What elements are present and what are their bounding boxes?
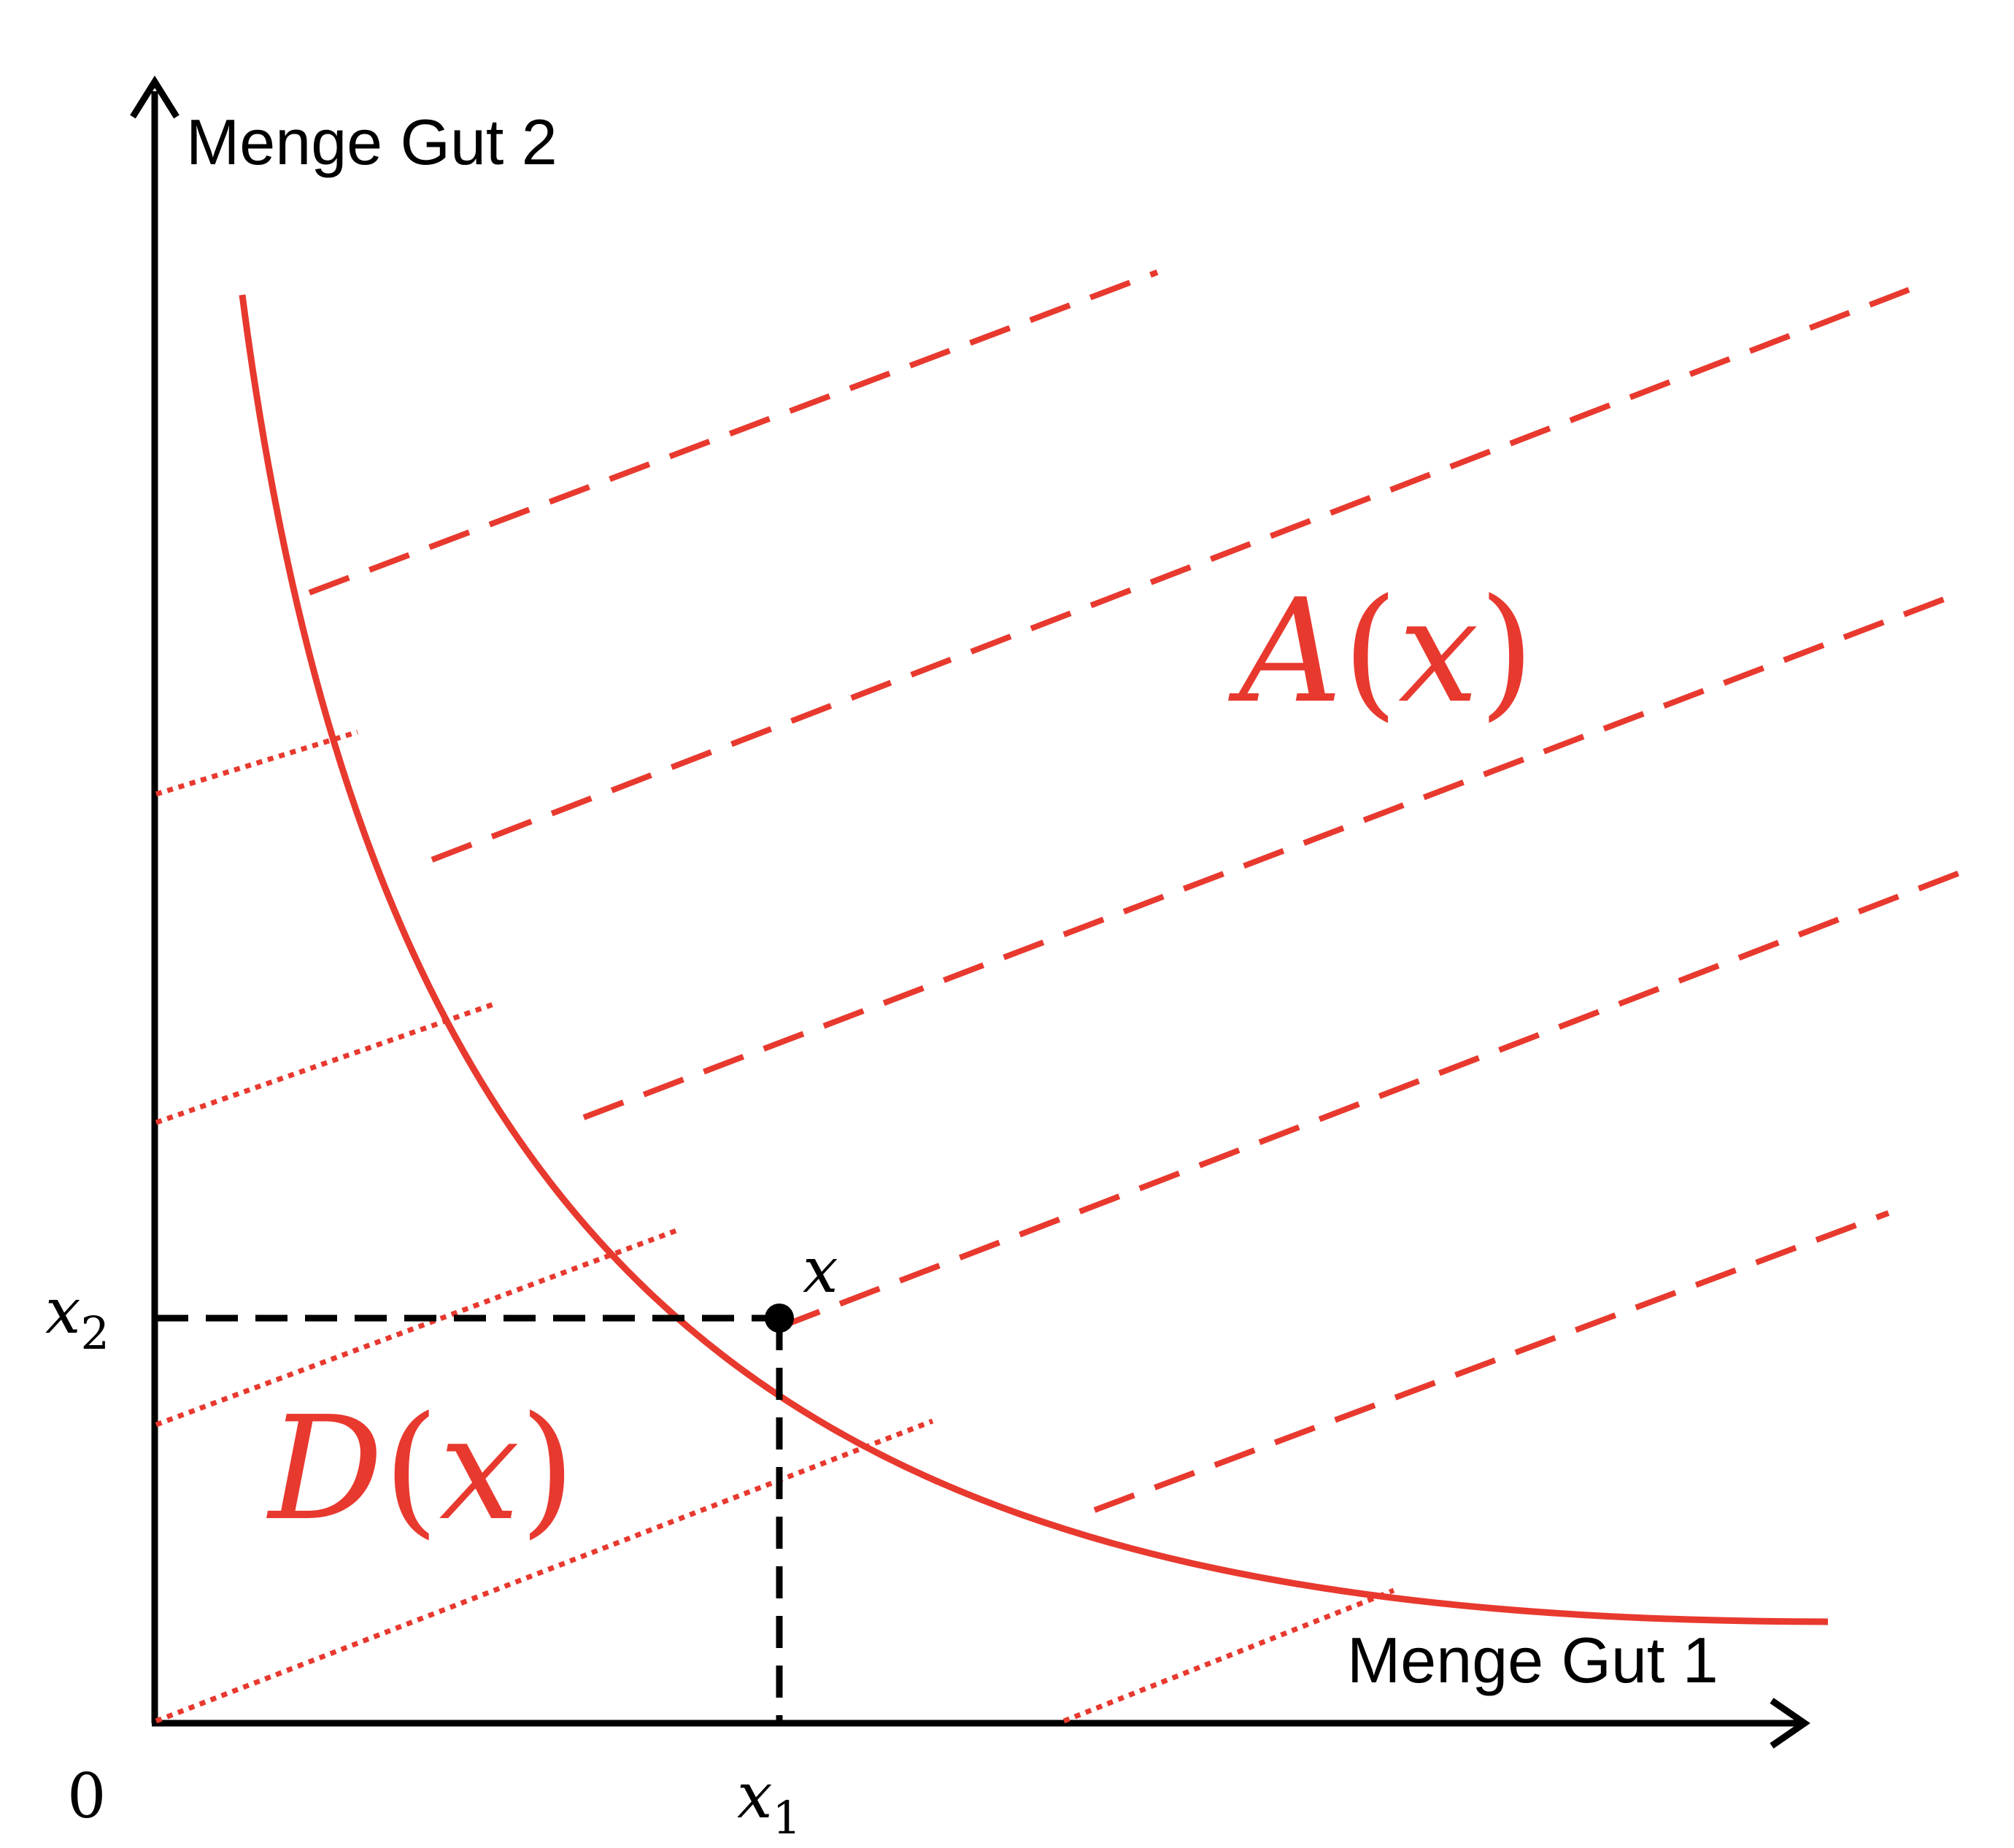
dashed-line-1: [308, 269, 1159, 596]
dashed-line-5: [1093, 1210, 1890, 1513]
y-axis-arrowhead: [130, 75, 180, 119]
x1-base: x: [737, 1760, 773, 1833]
lower-set-arg: x: [439, 1386, 520, 1552]
dashed-line-4: [779, 869, 1963, 1330]
x2-base: x: [45, 1275, 81, 1348]
upper-set-arg: x: [1398, 569, 1479, 735]
x2-tick-label: x2: [45, 1275, 109, 1360]
y-axis-label: Menge Gut 2: [186, 106, 557, 178]
lower-paren-open: (: [383, 1386, 439, 1552]
point-label: x: [803, 1234, 838, 1307]
indifference-curve: [239, 294, 1829, 1625]
lower-set-base: D: [266, 1386, 383, 1552]
bundle-point: [765, 1304, 794, 1333]
dashed-line-3: [582, 590, 1961, 1120]
x-axis-arrowhead: [1770, 1698, 1810, 1749]
lower-set-label: D(x): [266, 1386, 576, 1552]
lower-paren-close: ): [520, 1386, 575, 1552]
upper-set-label: A(x): [1228, 569, 1535, 735]
x1-tick-label: x1: [737, 1760, 801, 1844]
dashed-line-2: [431, 287, 1910, 863]
lower-set-lines: [155, 729, 1395, 1724]
origin-label: 0: [67, 1760, 106, 1832]
upper-set-base: A: [1228, 569, 1343, 735]
dotted-line-4: [155, 1418, 934, 1724]
dotted-line-1: [155, 729, 359, 797]
dotted-line-5: [1062, 1587, 1395, 1724]
x2-subscript: 2: [81, 1306, 109, 1360]
upper-set-lines: [308, 269, 1963, 1513]
upper-paren-close: ): [1479, 569, 1535, 735]
upper-paren-open: (: [1343, 569, 1398, 735]
x-axis-label: Menge Gut 1: [1347, 1624, 1718, 1696]
dotted-line-2: [155, 1001, 495, 1125]
x1-subscript: 1: [773, 1791, 801, 1844]
